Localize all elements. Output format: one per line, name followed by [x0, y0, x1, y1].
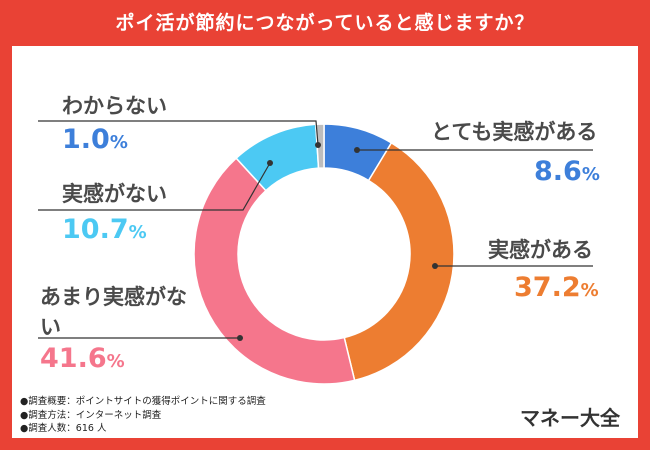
brand-logo-text: マネー大全: [520, 406, 620, 430]
donut-slice-1: [343, 141, 455, 382]
value-totemo: 8.6%: [534, 156, 600, 187]
donut-slice-2: [193, 157, 356, 385]
value-amari: 41.6%: [40, 343, 125, 374]
leader-dot-totemo: [354, 147, 360, 153]
value-unit: %: [109, 132, 128, 153]
label-amari: あまり実感がない: [40, 285, 187, 339]
value-jikkan-nai: 10.7%: [62, 214, 147, 245]
value-unit: %: [106, 351, 125, 372]
label-wakaranai: わからない: [62, 94, 167, 118]
value-jikkan-aru: 37.2%: [514, 272, 599, 303]
leader-dot-jikkan-aru: [432, 263, 438, 269]
value-number: 41.6: [40, 343, 107, 374]
value-wakaranai: 1.0%: [62, 124, 128, 155]
value-number: 37.2: [514, 272, 581, 303]
value-unit: %: [128, 222, 147, 243]
label-totemo: とても実感がある: [431, 120, 598, 144]
note-line: ●調査人数：616 人: [20, 423, 107, 434]
value-number: 10.7: [62, 214, 129, 245]
note-line: ●調査方法：インターネット調査: [20, 409, 162, 421]
survey-notes: ●調査概要：ポイントサイトの獲得ポイントに関する調査 ●調査方法：インターネット…: [20, 395, 266, 436]
leader-dot-amari: [237, 335, 243, 341]
leader-dot-wakaranai: [315, 142, 321, 148]
label-jikkan-aru: 実感がある: [488, 238, 593, 262]
chart-title: ポイ活が節約につながっていると感じますか？: [115, 12, 535, 34]
leader-line-wakaranai: [38, 120, 319, 146]
value-unit: %: [581, 164, 600, 185]
value-number: 8.6: [534, 156, 582, 187]
value-unit: %: [580, 280, 599, 301]
leader-dot-jikkan-nai: [267, 160, 273, 166]
note-line: ●調査概要：ポイントサイトの獲得ポイントに関する調査: [20, 396, 266, 407]
value-number: 1.0: [62, 124, 110, 155]
label-jikkan-nai: 実感がない: [62, 182, 167, 206]
leader-line-jikkan-nai: [38, 162, 271, 211]
